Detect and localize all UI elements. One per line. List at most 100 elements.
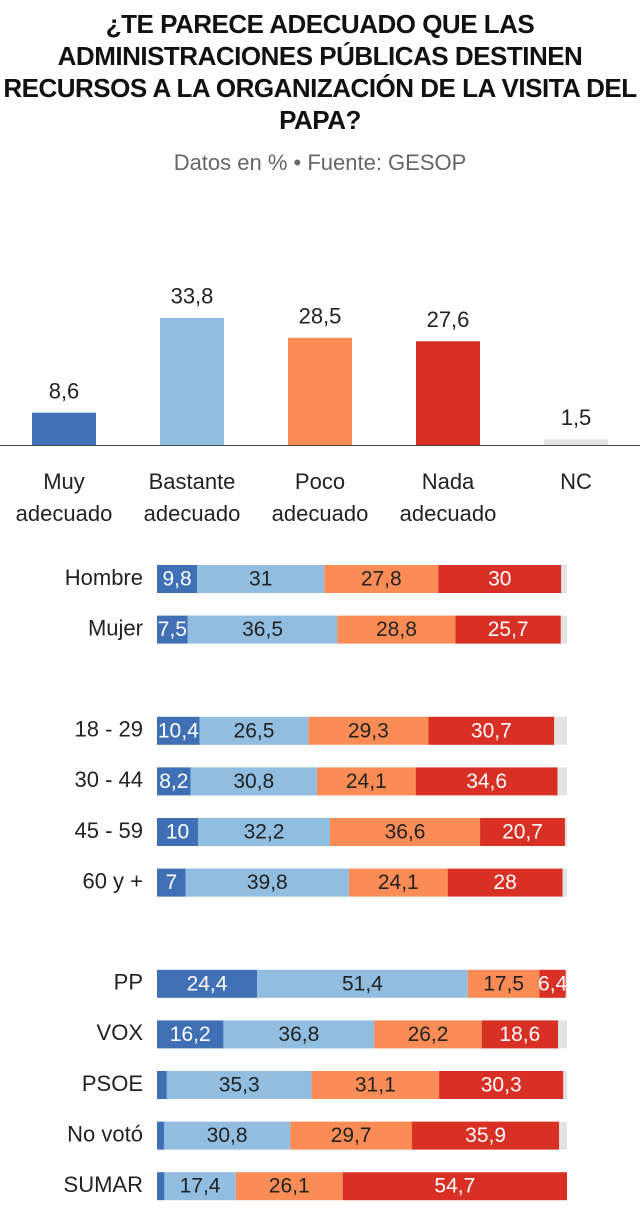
row-label: No votó [67, 1121, 143, 1146]
segment-label: 39,8 [247, 871, 288, 894]
row-label: PSOE [82, 1071, 143, 1096]
segment-label: 20,7 [502, 821, 543, 844]
segment [223, 1020, 375, 1049]
segment [412, 1121, 560, 1150]
segment-label: 31,1 [355, 1074, 396, 1097]
segment-label: 8,2 [159, 770, 188, 793]
segment-label: 6,4 [538, 972, 568, 995]
segment [199, 716, 309, 745]
segment [187, 615, 338, 644]
segment-label: 9,8 [162, 568, 191, 591]
segment [157, 716, 200, 745]
bar [416, 341, 480, 445]
category-label: Bastante adecuado [143, 469, 241, 526]
segment-label: 35,3 [219, 1074, 260, 1097]
segment [157, 565, 198, 593]
segment [311, 1071, 440, 1099]
segment [438, 565, 562, 593]
segment-label: 27,8 [361, 568, 402, 591]
segment [447, 868, 563, 897]
segment-label: 36,5 [242, 618, 283, 641]
segment [185, 868, 349, 897]
segment-label: 7 [166, 871, 178, 894]
segment-label: 24,1 [378, 871, 419, 894]
segment-label: 30,8 [207, 1124, 248, 1147]
row-label: SUMAR [64, 1172, 143, 1197]
segment-label: 25,7 [488, 618, 529, 641]
segment-label: 29,3 [348, 719, 389, 742]
bar [288, 337, 352, 445]
segment [565, 969, 567, 998]
segment-label: 30,7 [471, 719, 512, 742]
segment [157, 615, 188, 644]
segment [439, 1071, 564, 1099]
segment [557, 767, 567, 796]
segment-label: 24,4 [187, 972, 228, 995]
segment [480, 818, 565, 846]
category-label: Poco adecuado [271, 469, 369, 526]
row-label: Mujer [88, 615, 143, 640]
chart-title: ¿TE PARECE ADECUADO QUE LAS ADMINISTRACI… [3, 9, 637, 135]
segment [164, 1172, 236, 1201]
segment-label: 51,4 [342, 972, 383, 995]
segment-label: 17,5 [483, 972, 524, 995]
segment [564, 818, 567, 846]
chart-subtitle: Datos en % • Fuente: GESOP [173, 150, 467, 175]
segment-label: 35,9 [465, 1124, 506, 1147]
segment [190, 767, 317, 796]
segment [337, 615, 456, 644]
segment [197, 565, 325, 593]
segment [561, 565, 567, 593]
segment [467, 969, 540, 998]
segment [428, 716, 555, 745]
segment-label: 36,8 [278, 1023, 319, 1046]
segment [562, 868, 567, 897]
segment [157, 1071, 167, 1099]
segment [157, 868, 186, 897]
segment [324, 565, 439, 593]
segment-label: 16,2 [170, 1023, 211, 1046]
segment [157, 1121, 164, 1150]
segment-label: 30 [488, 568, 511, 591]
segment-label: 29,7 [331, 1124, 372, 1147]
segment [290, 1121, 413, 1150]
row-label: VOX [97, 1020, 144, 1045]
segment-label: 30,3 [481, 1074, 522, 1097]
segment-label: 30,8 [233, 770, 274, 793]
segment [557, 1020, 567, 1049]
segment [163, 1121, 291, 1150]
segment [198, 818, 331, 846]
segment-label: 26,1 [269, 1175, 310, 1198]
segment-label: 26,2 [408, 1023, 449, 1046]
segment-label: 26,5 [234, 719, 275, 742]
value-label: 1,5 [561, 405, 592, 430]
segment [330, 818, 481, 846]
segment-label: 18,6 [499, 1023, 540, 1046]
segment-label: 54,7 [434, 1175, 475, 1198]
segment [455, 615, 561, 644]
segment [554, 716, 567, 745]
segment [157, 1020, 224, 1049]
segment-label: 36,6 [385, 821, 426, 844]
bar [32, 412, 96, 445]
bar [544, 439, 608, 445]
segment [415, 767, 558, 796]
segment-label: 34,6 [466, 770, 507, 793]
segment [157, 1172, 165, 1201]
segment [374, 1020, 482, 1049]
value-label: 28,5 [299, 304, 342, 329]
row-label: 45 - 59 [75, 818, 144, 843]
segment [157, 767, 191, 796]
segment [166, 1071, 312, 1099]
category-label: Nada adecuado [399, 469, 497, 526]
value-label: 8,6 [49, 378, 80, 403]
segment [559, 1121, 567, 1150]
segment-label: 31 [249, 568, 272, 591]
category-label: NC [560, 469, 592, 494]
segment [539, 969, 566, 998]
segment [342, 1172, 567, 1201]
segment-label: 7,5 [158, 618, 187, 641]
category-label: Muy adecuado [15, 469, 113, 526]
